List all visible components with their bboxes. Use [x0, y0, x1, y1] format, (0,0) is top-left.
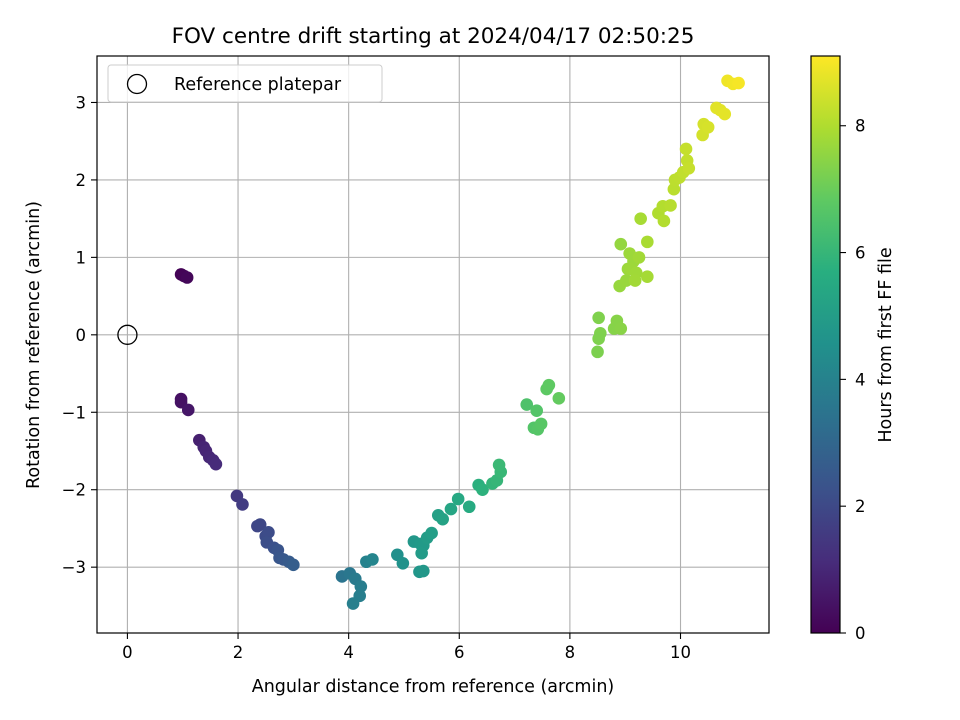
x-tick-label: 2 — [233, 643, 244, 662]
legend-marker-reference — [126, 73, 148, 95]
colorbar: 0 2 4 6 8 Hours from first FF file — [810, 55, 896, 643]
x-tick-label: 0 — [122, 643, 133, 662]
data-point — [592, 311, 605, 325]
data-point — [641, 235, 654, 249]
data-point — [614, 237, 628, 251]
data-point — [634, 212, 647, 225]
y-tick-label: 3 — [76, 93, 87, 112]
x-axis-label: Angular distance from reference (arcmin) — [252, 677, 615, 697]
colorbar-ticks: 0 2 4 6 8 — [840, 117, 866, 643]
plot-area-frame — [96, 55, 770, 634]
y-tick-label: 2 — [76, 171, 87, 190]
x-axis-ticks: 0 2 4 6 8 10 — [122, 633, 691, 662]
data-point — [628, 274, 642, 287]
data-point — [530, 404, 544, 418]
x-tick-label: 6 — [454, 643, 465, 662]
grid-lines — [97, 56, 769, 633]
data-point — [444, 502, 458, 516]
data-point — [180, 271, 194, 284]
colorbar-frame — [810, 55, 841, 634]
y-tick-label: 0 — [76, 326, 87, 345]
colorbar-tick-label: 8 — [855, 117, 866, 136]
data-point — [614, 322, 628, 335]
colorbar-tick-label: 4 — [855, 370, 866, 389]
data-point — [396, 556, 410, 570]
y-axis-label: Rotation from reference (arcmin) — [24, 201, 44, 489]
data-point — [451, 492, 465, 506]
data-point — [346, 597, 360, 610]
legend-label-reference: Reference platepar — [174, 75, 342, 95]
data-point — [366, 553, 379, 566]
x-tick-label: 4 — [343, 643, 354, 662]
data-point — [632, 251, 646, 264]
colorbar-tick-label: 6 — [855, 244, 866, 263]
data-point — [701, 120, 715, 134]
colorbar-label: Hours from first FF file — [876, 247, 896, 442]
data-point — [664, 199, 677, 212]
y-axis-ticks: −3 −2 −1 0 1 2 3 — [62, 93, 97, 577]
data-point — [682, 162, 696, 175]
data-point — [462, 500, 476, 514]
colorbar-tick-label: 0 — [855, 624, 866, 643]
y-tick-label: −3 — [62, 558, 86, 577]
data-point — [542, 378, 556, 392]
reference-platepar-marker — [117, 324, 138, 345]
legend: Reference platepar — [107, 64, 383, 103]
data-point — [718, 107, 732, 121]
data-point — [641, 270, 654, 284]
data-point — [667, 182, 681, 196]
data-point — [354, 580, 368, 593]
data-point — [492, 458, 506, 472]
data-point — [209, 457, 223, 471]
y-tick-label: 1 — [76, 248, 87, 267]
colorbar-tick-label: 2 — [855, 497, 866, 516]
data-point — [679, 142, 693, 156]
data-point — [236, 498, 249, 511]
data-point — [436, 512, 449, 526]
y-tick-label: −2 — [62, 481, 86, 500]
legend-frame — [107, 64, 383, 103]
data-point — [591, 345, 604, 359]
data-point — [657, 214, 671, 228]
scatter-points — [117, 74, 745, 610]
data-point — [262, 526, 275, 539]
data-point — [732, 76, 745, 90]
colorbar-gradient — [811, 56, 840, 633]
chart-title: FOV centre drift starting at 2024/04/17 … — [172, 24, 695, 49]
data-point — [552, 392, 566, 405]
data-point — [253, 518, 267, 531]
data-point — [415, 546, 428, 560]
data-point — [620, 274, 633, 287]
data-point — [417, 564, 430, 578]
data-point — [287, 558, 300, 572]
x-tick-label: 10 — [670, 643, 691, 662]
x-tick-label: 8 — [565, 643, 576, 662]
data-point — [425, 526, 438, 540]
data-point — [520, 398, 534, 411]
data-point — [534, 417, 548, 431]
data-point — [592, 332, 605, 345]
data-point — [476, 483, 489, 497]
data-point — [181, 403, 195, 417]
y-tick-label: −1 — [62, 403, 86, 422]
